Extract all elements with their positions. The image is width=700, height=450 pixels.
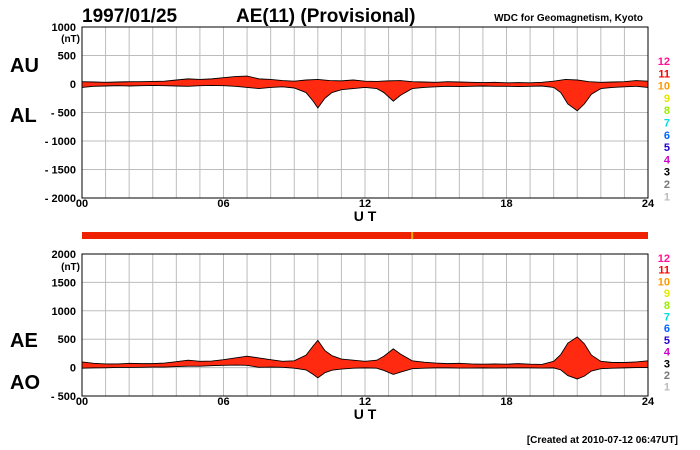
station-count-1: 1 (664, 382, 670, 394)
x-tick-label: 24 (642, 396, 655, 408)
created-timestamp: [Created at 2010-07-12 06:47UT] (527, 435, 678, 446)
au-al-x-label: U T (354, 208, 377, 224)
au-al-frame (81, 26, 649, 199)
series-line-au (81, 75, 649, 84)
ae-ao-y-ticks: 2000 1500 1000 500 0 - 500 (51, 249, 76, 403)
x-tick-label: 12 (359, 396, 371, 408)
x-tick-label: 00 (76, 198, 88, 210)
ae-ao-x-label: U T (354, 406, 377, 422)
source-label: WDC for Geomagnetism, Kyoto (494, 13, 643, 24)
y-tick-label: - 2000 (45, 193, 76, 205)
station-count-2: 2 (664, 179, 670, 191)
station-count-5: 5 (664, 335, 670, 347)
y-tick-label: 1500 (52, 277, 76, 289)
station-count-9: 9 (664, 288, 670, 300)
station-count-8: 8 (664, 105, 670, 117)
series-line-al (81, 84, 649, 112)
y-tick-label: 500 (58, 51, 76, 63)
station-count-9: 9 (664, 93, 670, 105)
station-count-7: 7 (664, 118, 670, 130)
station-count-2: 2 (664, 370, 670, 382)
station-count-8: 8 (664, 300, 670, 312)
al-label: AL (10, 105, 37, 127)
ae-ao-grid (82, 254, 648, 396)
station-count-4: 4 (664, 347, 671, 359)
station-count-10: 10 (658, 276, 670, 288)
x-tick-label: 00 (76, 396, 88, 408)
station-count-10: 10 (658, 81, 670, 93)
station-count-bar (82, 232, 648, 239)
series-line-ao (81, 364, 648, 380)
series-line-ae (81, 336, 649, 365)
station-count-mark (411, 232, 414, 239)
station-count-6: 6 (664, 323, 670, 335)
station-count-12: 12 (658, 253, 670, 265)
au-al-unit-label: (nT) (61, 34, 80, 45)
station-count-4: 4 (664, 154, 671, 166)
ae-ao-frame (81, 253, 649, 397)
station-count-marks (411, 232, 414, 239)
y-tick-label: - 500 (51, 391, 76, 403)
x-tick-label: 24 (642, 198, 655, 210)
x-tick-label: 06 (217, 396, 229, 408)
y-tick-label: 2000 (52, 249, 76, 261)
x-tick-label: 06 (217, 198, 229, 210)
x-tick-label: 18 (500, 396, 512, 408)
ao-label: AO (10, 372, 40, 394)
series-area-fill (82, 76, 648, 111)
station-count-11: 11 (658, 265, 670, 277)
au-al-x-ticks: 00 06 12 18 24 (76, 198, 655, 210)
au-al-y-ticks: 1000 500 0 - 500 - 1000 - 1500 - 2000 (45, 22, 76, 205)
station-count-11: 11 (658, 68, 670, 80)
y-tick-label: 0 (70, 79, 76, 91)
au-label: AU (10, 55, 39, 77)
x-tick-label: 12 (359, 198, 371, 210)
x-tick-label: 18 (500, 198, 512, 210)
station-count-12: 12 (658, 56, 670, 68)
y-tick-label: 500 (58, 334, 76, 346)
y-tick-label: 1000 (52, 22, 76, 34)
au-al-grid (82, 27, 648, 198)
y-tick-label: - 500 (51, 108, 76, 120)
station-count-3: 3 (664, 358, 670, 370)
station-count-1: 1 (664, 191, 670, 203)
ae-ao-x-ticks: 00 06 12 18 24 (76, 396, 655, 408)
ae-ao-area (81, 336, 649, 380)
y-tick-label: 1000 (52, 306, 76, 318)
station-count-7: 7 (664, 312, 670, 324)
date-title: 1997/01/25 (82, 6, 178, 27)
y-tick-label: - 1500 (45, 165, 76, 177)
au-al-area (81, 75, 649, 112)
index-title: AE(11) (Provisional) (236, 6, 416, 27)
station-count-fill (82, 232, 648, 239)
y-tick-label: - 1000 (45, 136, 76, 148)
y-tick-label: 0 (70, 363, 76, 375)
station-count-3: 3 (664, 167, 670, 179)
station-count-5: 5 (664, 142, 670, 154)
ae-ao-unit-label: (nT) (61, 262, 80, 273)
station-count-6: 6 (664, 130, 670, 142)
ae-label: AE (10, 330, 38, 352)
